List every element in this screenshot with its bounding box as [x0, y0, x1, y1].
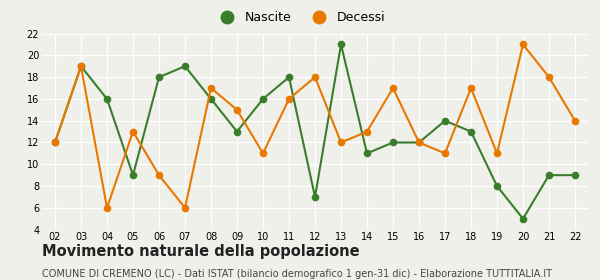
Decessi — [233, 108, 241, 111]
Nascite — [286, 76, 293, 79]
Decessi — [103, 206, 110, 209]
Nascite — [545, 174, 553, 177]
Nascite — [467, 130, 475, 133]
Nascite — [233, 130, 241, 133]
Decessi — [181, 206, 188, 209]
Decessi — [415, 141, 422, 144]
Decessi — [389, 86, 397, 90]
Nascite — [364, 152, 371, 155]
Decessi — [286, 97, 293, 101]
Decessi — [442, 152, 449, 155]
Decessi — [571, 119, 578, 122]
Nascite — [259, 97, 266, 101]
Text: COMUNE DI CREMENO (LC) - Dati ISTAT (bilancio demografico 1 gen-31 dic) - Elabor: COMUNE DI CREMENO (LC) - Dati ISTAT (bil… — [42, 269, 552, 279]
Nascite — [208, 97, 215, 101]
Nascite — [415, 141, 422, 144]
Decessi — [493, 152, 500, 155]
Decessi — [467, 86, 475, 90]
Line: Decessi: Decessi — [52, 41, 578, 211]
Decessi — [520, 43, 527, 46]
Decessi — [337, 141, 344, 144]
Decessi — [130, 130, 137, 133]
Decessi — [208, 86, 215, 90]
Decessi — [545, 76, 553, 79]
Nascite — [181, 65, 188, 68]
Text: Movimento naturale della popolazione: Movimento naturale della popolazione — [42, 244, 359, 259]
Nascite — [442, 119, 449, 122]
Nascite — [103, 97, 110, 101]
Decessi — [77, 65, 85, 68]
Decessi — [155, 174, 163, 177]
Nascite — [337, 43, 344, 46]
Legend: Nascite, Decessi: Nascite, Decessi — [210, 6, 390, 29]
Decessi — [52, 141, 59, 144]
Nascite — [571, 174, 578, 177]
Line: Nascite: Nascite — [52, 41, 578, 222]
Nascite — [130, 174, 137, 177]
Nascite — [155, 76, 163, 79]
Nascite — [311, 195, 319, 199]
Nascite — [493, 184, 500, 188]
Decessi — [259, 152, 266, 155]
Nascite — [77, 65, 85, 68]
Decessi — [311, 76, 319, 79]
Nascite — [52, 141, 59, 144]
Nascite — [389, 141, 397, 144]
Decessi — [364, 130, 371, 133]
Nascite — [520, 217, 527, 220]
